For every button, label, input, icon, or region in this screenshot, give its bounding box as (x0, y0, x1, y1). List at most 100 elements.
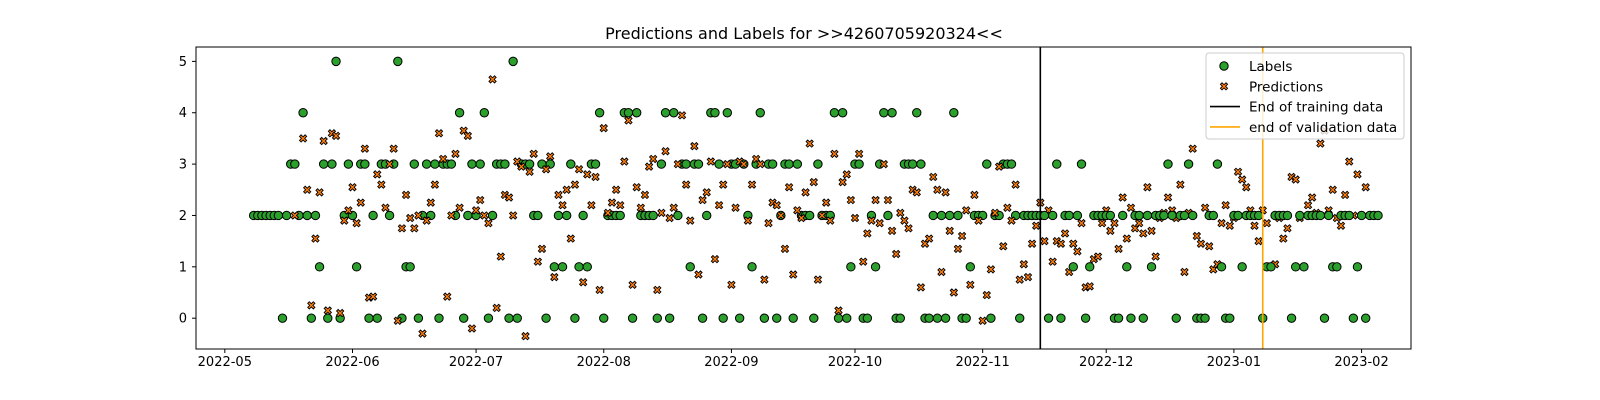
label-point (1216, 262, 1227, 272)
legend-entry: Labels (1219, 59, 1292, 75)
label-point (1043, 313, 1054, 323)
prediction-point (1188, 144, 1197, 153)
chart-title: Predictions and Labels for >>42607059203… (605, 24, 1003, 43)
prediction-point (550, 272, 559, 282)
label-point (1360, 313, 1371, 323)
label-point (784, 159, 794, 169)
prediction-point (718, 180, 728, 189)
prediction-point (1019, 260, 1029, 269)
label-point (648, 210, 658, 221)
label-point (631, 108, 642, 118)
label-point (463, 210, 473, 221)
prediction-point (867, 216, 876, 225)
label-point (759, 313, 770, 323)
prediction-point (537, 244, 547, 254)
prediction-point (1283, 224, 1292, 233)
prediction-point (883, 195, 893, 205)
label-point (409, 159, 419, 169)
label-point (1076, 159, 1087, 169)
prediction-point (953, 244, 963, 254)
series-labels (248, 56, 1041, 323)
label-point (734, 313, 745, 323)
label-point (1105, 210, 1116, 221)
label-point (652, 313, 662, 323)
label-point (405, 262, 415, 272)
prediction-point (871, 195, 880, 205)
prediction-point (467, 324, 477, 333)
label-point (833, 313, 844, 323)
prediction-point (999, 242, 1008, 251)
prediction-point (492, 303, 501, 313)
prediction-point (385, 159, 394, 169)
label-point (310, 210, 321, 221)
prediction-point (1093, 252, 1103, 261)
legend-label: end of validation data (1249, 120, 1397, 136)
prediction-point (986, 265, 996, 274)
prediction-point (813, 275, 823, 284)
label-point (854, 159, 864, 169)
x-tick-label: 2022-10 (828, 355, 882, 370)
label-point (1080, 313, 1091, 323)
prediction-point (377, 180, 386, 189)
label-point (421, 159, 432, 169)
label-point (710, 108, 720, 118)
label-point (1286, 313, 1297, 323)
prediction-point (1073, 247, 1082, 256)
label-point (290, 159, 300, 169)
label-point (804, 210, 815, 221)
prediction-point (426, 198, 435, 207)
prediction-point (797, 213, 806, 223)
label-point (1323, 210, 1334, 221)
prediction-point (611, 185, 621, 195)
label-point (578, 210, 588, 221)
prediction-point (924, 234, 934, 243)
label-point (351, 262, 362, 272)
label-point (702, 210, 712, 221)
label-point (1072, 210, 1083, 221)
prediction-point (418, 329, 427, 338)
prediction-point (352, 218, 361, 228)
prediction-point (747, 180, 757, 189)
prediction-point (838, 177, 847, 187)
prediction-point (558, 200, 567, 210)
label-point (755, 108, 765, 118)
label-point (615, 210, 625, 221)
label-point (1159, 210, 1169, 221)
axes: 2022-05 2022-06 2022-07 2022-08 2022-09 2022-… (179, 46, 1412, 370)
prediction-point (809, 177, 819, 187)
prediction-point (566, 234, 576, 243)
label-point (1237, 262, 1247, 272)
label-point (1200, 313, 1210, 323)
label-point (879, 108, 889, 118)
prediction-point (451, 149, 460, 159)
prediction-point (698, 195, 707, 205)
label-point (1299, 262, 1309, 272)
prediction-point (319, 136, 328, 146)
prediction-point (496, 252, 506, 261)
prediction-point (788, 270, 798, 279)
prediction-point (677, 111, 687, 120)
prediction-point (1023, 272, 1033, 282)
prediction-point (776, 211, 786, 220)
prediction-point (1361, 182, 1370, 192)
prediction-point (644, 162, 654, 171)
prediction-point (896, 208, 905, 218)
prediction-point (587, 200, 596, 210)
x-tick-label: 2022-07 (449, 355, 503, 370)
prediction-point (574, 165, 584, 174)
label-point (945, 210, 955, 221)
legend-box (1205, 52, 1405, 140)
plot-frame (195, 46, 1412, 350)
label-point (512, 313, 522, 323)
prediction-point (961, 206, 971, 215)
label-point (714, 159, 724, 169)
prediction-point (912, 188, 921, 197)
prediction-point (1250, 221, 1259, 230)
label-point (1171, 313, 1181, 323)
prediction-point (1085, 282, 1094, 291)
prediction-point (1180, 267, 1189, 277)
prediction-point (397, 224, 407, 233)
label-point (302, 210, 312, 221)
label-point (1117, 210, 1128, 221)
label-point (986, 313, 996, 323)
